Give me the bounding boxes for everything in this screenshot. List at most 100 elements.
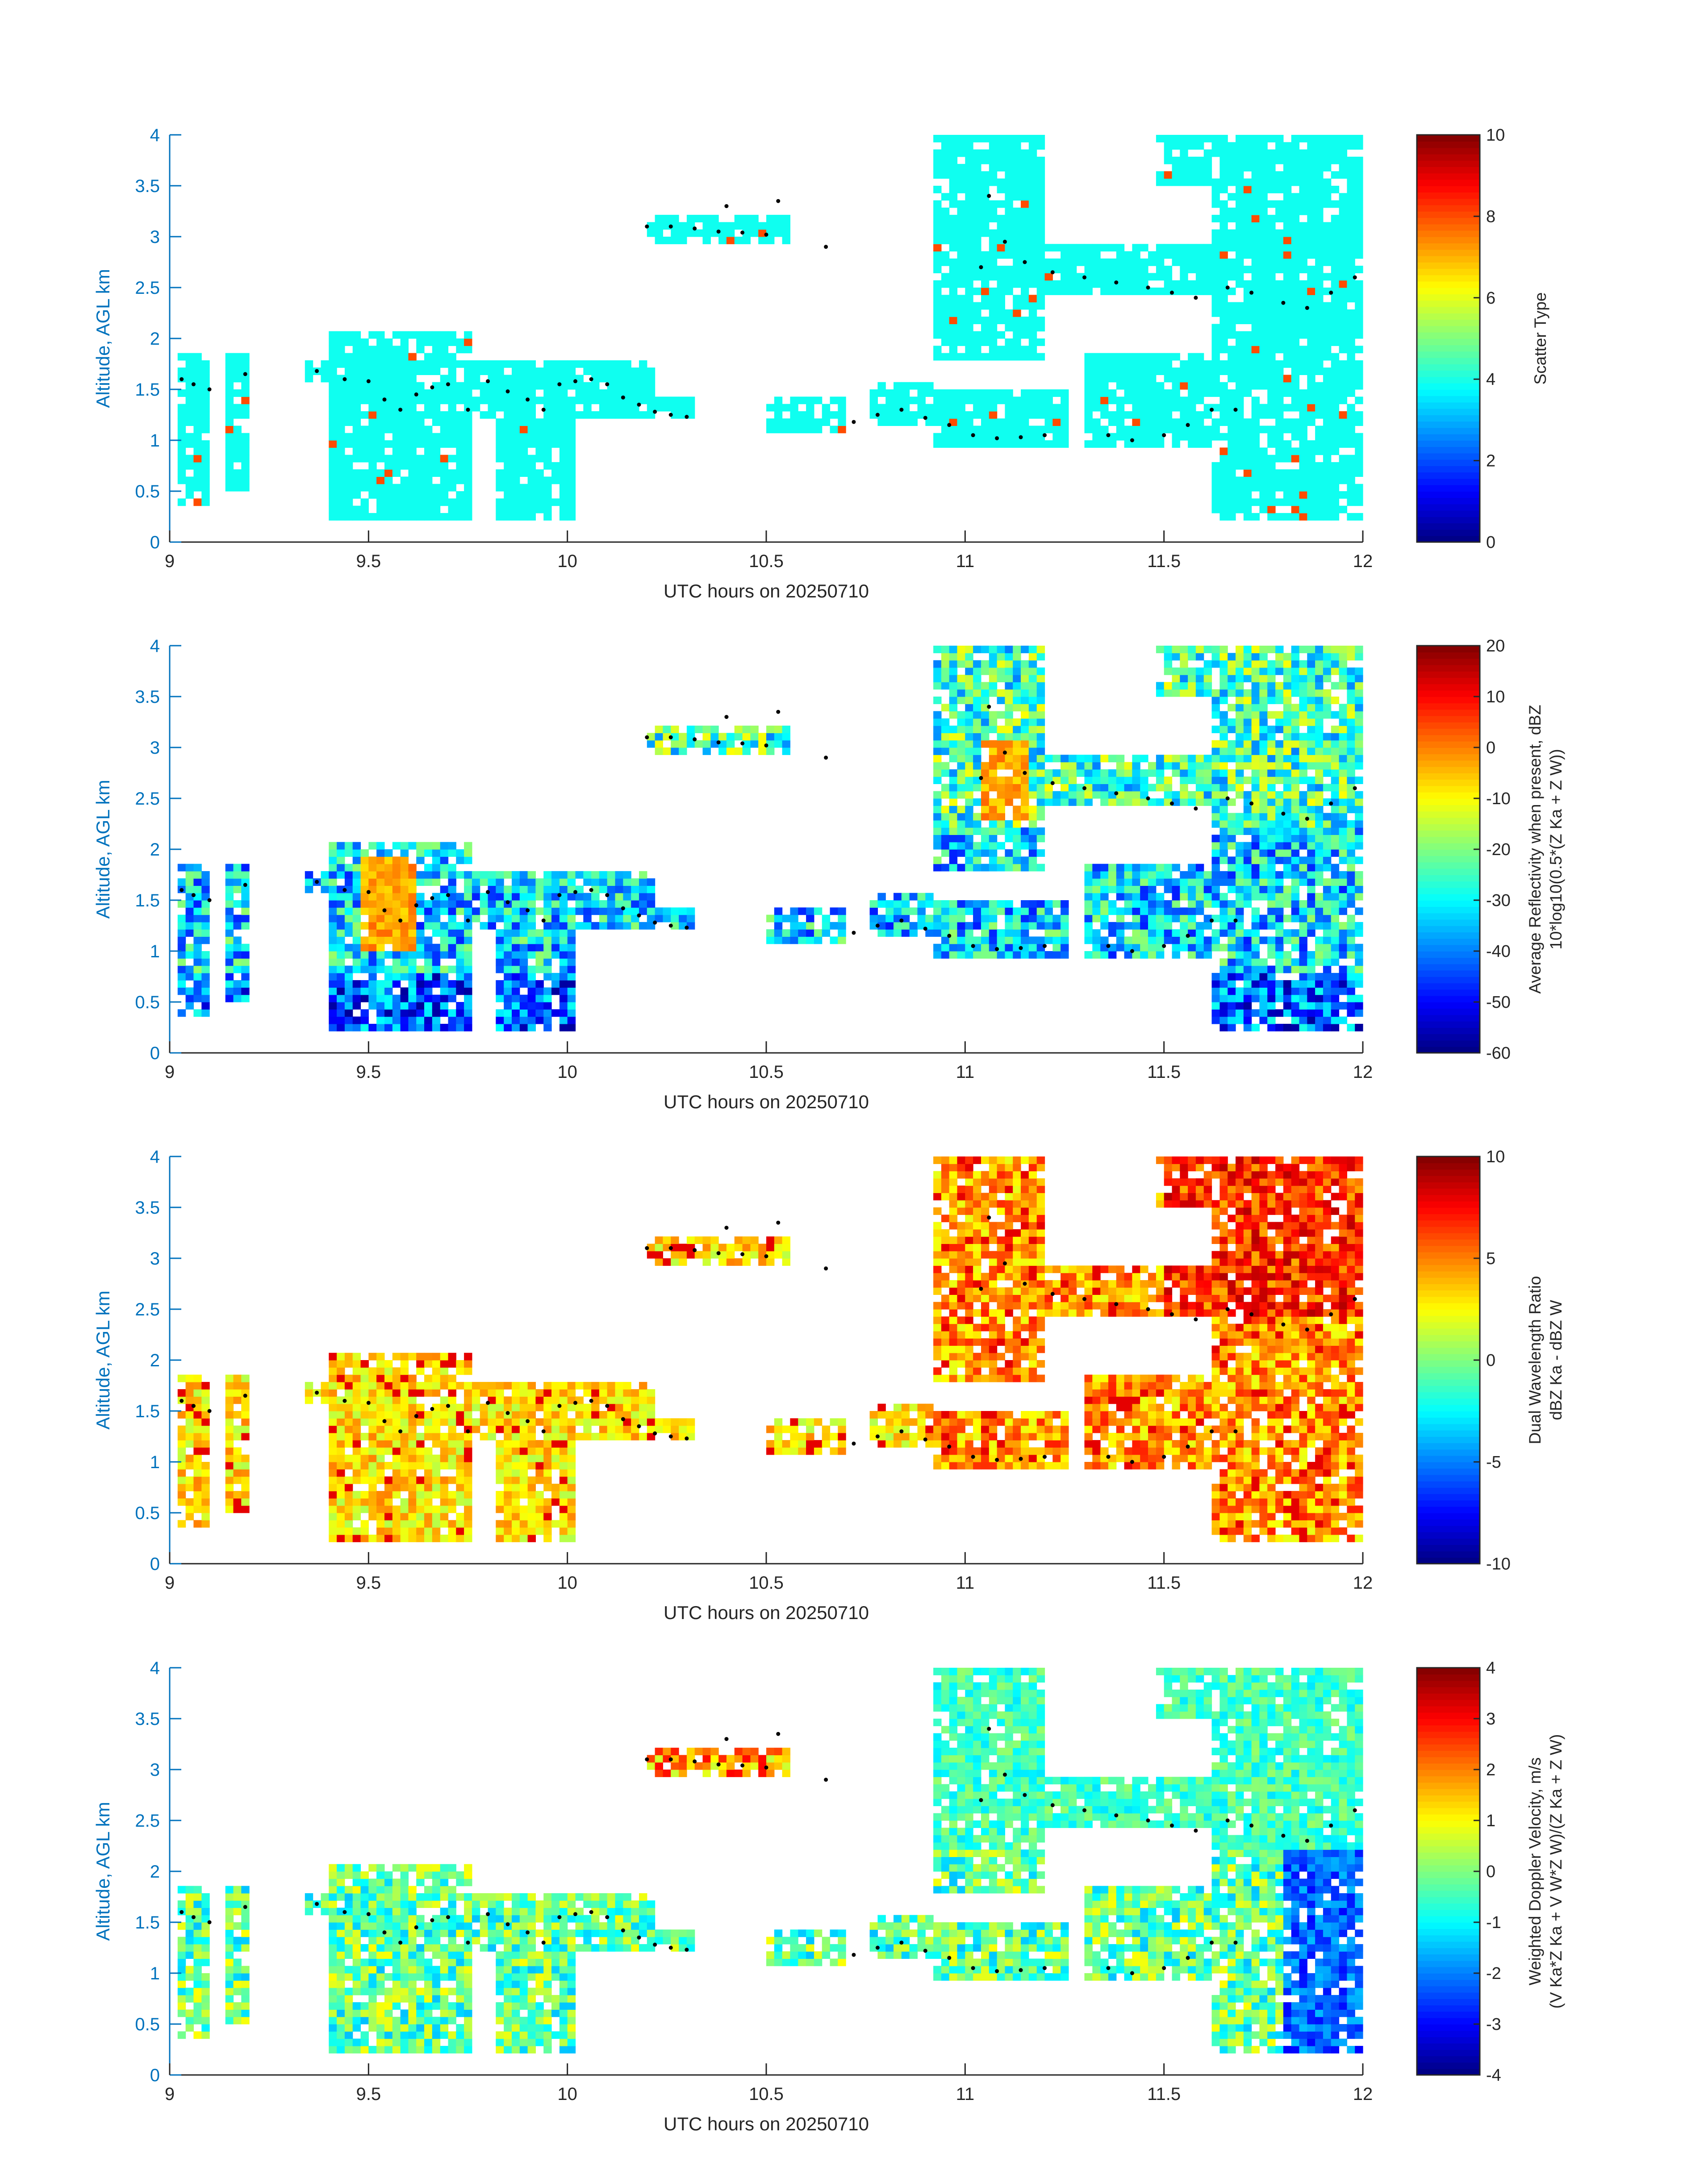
- heatmap-cell: [1156, 776, 1164, 784]
- heatmap-cell: [1140, 397, 1148, 404]
- heatmap-cell: [241, 455, 249, 463]
- heatmap-cell: [933, 222, 941, 230]
- heatmap-cell: [226, 936, 234, 944]
- heatmap-cell: [949, 842, 957, 850]
- heatmap-cell: [1315, 309, 1323, 317]
- heatmap-cell: [1100, 259, 1108, 266]
- heatmap-cell: [1315, 193, 1323, 200]
- heatmap-cell: [806, 418, 814, 426]
- heatmap-cell: [1252, 469, 1260, 477]
- heatmap-cell: [1259, 288, 1267, 295]
- heatmap-cell: [1275, 135, 1283, 142]
- heatmap-cell: [543, 513, 551, 521]
- heatmap-cell: [1116, 871, 1124, 879]
- heatmap-cell: [464, 907, 472, 915]
- heatmap-cell: [305, 367, 313, 375]
- heatmap-cell: [1307, 469, 1315, 477]
- heatmap-cell: [368, 491, 376, 499]
- heatmap-cell: [679, 222, 687, 230]
- heatmap-cell: [1291, 346, 1299, 353]
- heatmap-cell: [1204, 769, 1212, 777]
- heatmap-cell: [1124, 411, 1132, 419]
- heatmap-cell: [933, 769, 941, 777]
- heatmap-cell: [965, 440, 973, 448]
- heatmap-cell: [1355, 433, 1363, 441]
- heatmap-cell: [1267, 462, 1275, 470]
- heatmap-cell: [504, 360, 512, 368]
- heatmap-cell: [456, 506, 464, 513]
- heatmap-cell: [1156, 360, 1164, 368]
- heatmap-cell: [1244, 375, 1252, 382]
- heatmap-cell: [1315, 331, 1323, 339]
- heatmap-cell: [329, 411, 337, 419]
- heatmap-cell: [1228, 440, 1236, 448]
- heatmap-cell: [1172, 418, 1180, 426]
- heatmap-cell: [1212, 251, 1220, 259]
- heatmap-cell: [1005, 193, 1013, 200]
- heatmap-cell: [528, 476, 536, 484]
- heatmap-cell: [1267, 230, 1275, 237]
- heatmap-cell: [1148, 353, 1156, 361]
- heatmap-cell: [591, 360, 599, 368]
- heatmap-cell: [393, 375, 401, 382]
- heatmap-cell: [496, 426, 504, 433]
- heatmap-cell: [1236, 346, 1244, 353]
- heatmap-cell: [440, 1024, 448, 1031]
- heatmap-cell: [989, 653, 997, 660]
- heatmap-cell: [1013, 835, 1021, 842]
- heatmap-cell: [1236, 426, 1244, 433]
- heatmap-cell: [337, 346, 345, 353]
- heatmap-cell: [551, 929, 560, 937]
- heatmap-cell: [329, 353, 337, 361]
- heatmap-cell: [1339, 142, 1347, 150]
- heatmap-cell: [551, 469, 560, 477]
- heatmap-cell: [1013, 791, 1021, 799]
- heatmap-cell: [965, 762, 973, 770]
- heatmap-cell: [1219, 776, 1228, 784]
- heatmap-cell: [1299, 440, 1307, 448]
- heatmap-cell: [1283, 208, 1291, 215]
- heatmap-cell: [345, 484, 353, 492]
- heatmap-cell: [1244, 295, 1252, 302]
- heatmap-cell: [1244, 280, 1252, 288]
- heatmap-cell: [368, 900, 376, 908]
- heatmap-cell: [384, 980, 393, 988]
- heatmap-cell: [393, 447, 401, 455]
- heatmap-cell: [1331, 360, 1339, 368]
- heatmap-cell: [1219, 718, 1228, 726]
- heatmap-cell: [543, 440, 551, 448]
- heatmap-cell: [1228, 476, 1236, 484]
- heatmap-cell: [1219, 251, 1228, 259]
- heatmap-cell: [560, 462, 568, 470]
- melting-layer-dot: [1194, 296, 1198, 300]
- heatmap-cell: [894, 893, 902, 901]
- heatmap-cell: [1339, 506, 1347, 513]
- heatmap-cell: [1021, 208, 1029, 215]
- heatmap-cell: [1331, 506, 1339, 513]
- heatmap-cell: [560, 915, 568, 923]
- heatmap-cell: [1291, 426, 1299, 433]
- heatmap-cell: [520, 469, 528, 477]
- heatmap-cell: [1204, 280, 1212, 288]
- heatmap-cell: [973, 922, 981, 930]
- heatmap-cell: [1283, 382, 1291, 390]
- colorbar-segment: [1417, 466, 1480, 472]
- heatmap-cell: [337, 1002, 345, 1010]
- heatmap-cell: [504, 936, 512, 944]
- heatmap-cell: [361, 484, 369, 492]
- heatmap-cell: [1291, 506, 1299, 513]
- heatmap-cell: [1021, 936, 1029, 944]
- heatmap-cell: [679, 733, 687, 740]
- heatmap-cell: [981, 864, 989, 872]
- heatmap-cell: [1108, 907, 1116, 915]
- heatmap-cell: [997, 668, 1005, 675]
- heatmap-cell: [560, 513, 568, 521]
- heatmap-cell: [965, 135, 973, 142]
- heatmap-cell: [543, 484, 551, 492]
- heatmap-cell: [1331, 150, 1339, 157]
- heatmap-cell: [1021, 682, 1029, 689]
- heatmap-cell: [1355, 411, 1363, 419]
- heatmap-cell: [234, 353, 242, 361]
- heatmap-cell: [1252, 164, 1260, 171]
- heatmap-cell: [1219, 266, 1228, 273]
